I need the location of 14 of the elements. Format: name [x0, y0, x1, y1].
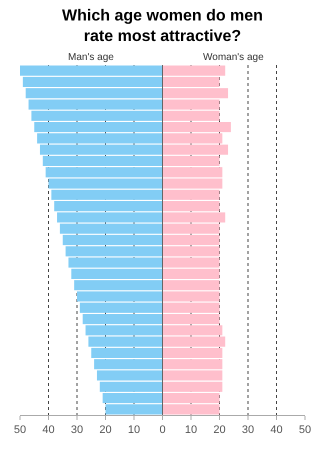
- x-tick-label: 10: [128, 424, 140, 436]
- x-tick-label: 20: [213, 424, 226, 436]
- series-label: Man's age: [68, 52, 114, 63]
- x-tick-label: 30: [70, 424, 84, 436]
- x-tick-label: 50: [14, 424, 26, 436]
- chart-title: Which age women do men rate most attractive?: [62, 7, 263, 46]
- x-tick-label: 20: [99, 424, 112, 436]
- x-tick-label: 50: [298, 424, 312, 436]
- x-tick-label: 0: [159, 424, 166, 436]
- x-tick-label: 30: [242, 424, 254, 436]
- x-tick-label: 40: [270, 424, 283, 436]
- x-tick-label: 40: [42, 424, 55, 436]
- x-tick-label: 10: [184, 424, 198, 436]
- series-label: Woman's age: [203, 52, 264, 63]
